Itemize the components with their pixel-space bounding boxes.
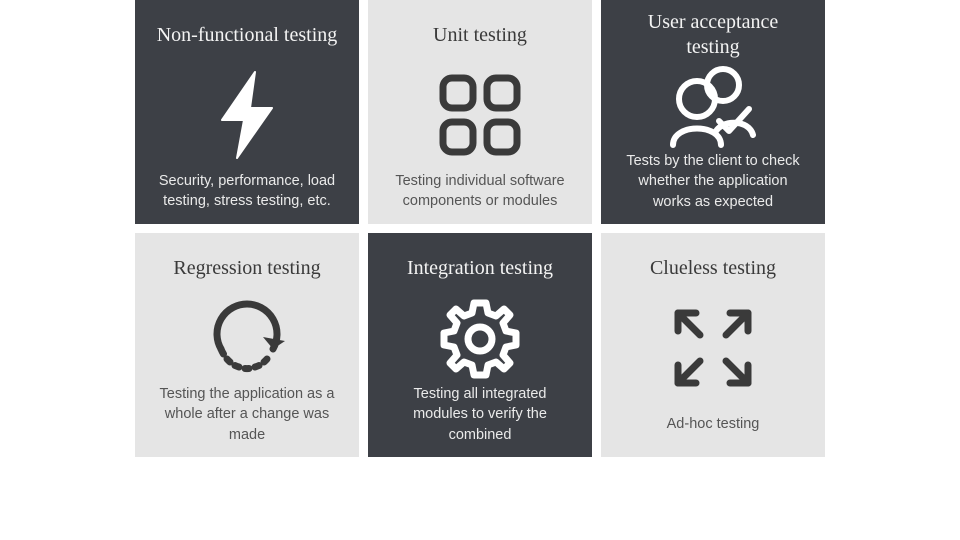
card-regression: Regression testing xyxy=(135,233,359,457)
card-desc: Security, performance, load testing, str… xyxy=(153,170,341,212)
card-title: Regression testing xyxy=(173,243,320,293)
card-title: Integration testing xyxy=(407,243,553,293)
users-check-icon xyxy=(665,60,761,151)
grid4-icon xyxy=(437,60,523,170)
gear-icon xyxy=(435,293,525,384)
card-uat: User acceptance testing Tests by the cli… xyxy=(601,0,825,224)
card-desc: Ad-hoc testing xyxy=(667,403,760,445)
bolt-icon xyxy=(212,60,282,170)
card-title: Non-functional testing xyxy=(157,10,338,60)
card-unit: Unit testing Testing individual software… xyxy=(368,0,592,224)
card-title: Unit testing xyxy=(433,10,527,60)
card-desc: Testing individual software components o… xyxy=(386,170,574,212)
card-clueless: Clueless testing Ad-hoc testing xyxy=(601,233,825,457)
card-desc: Testing the application as a whole after… xyxy=(153,384,341,445)
card-desc: Tests by the client to check whether the… xyxy=(619,151,807,212)
infographic-canvas: Non-functional testing Security, perform… xyxy=(0,0,960,540)
card-integration: Integration testing Testing all integrat… xyxy=(368,233,592,457)
card-title: Clueless testing xyxy=(650,243,776,293)
expand-icon xyxy=(668,293,758,403)
cards-grid: Non-functional testing Security, perform… xyxy=(135,0,825,457)
card-desc: Testing all integrated modules to verify… xyxy=(386,384,574,445)
card-title: User acceptance testing xyxy=(619,10,807,60)
card-nonfunctional: Non-functional testing Security, perform… xyxy=(135,0,359,224)
refresh-icon xyxy=(207,293,287,384)
